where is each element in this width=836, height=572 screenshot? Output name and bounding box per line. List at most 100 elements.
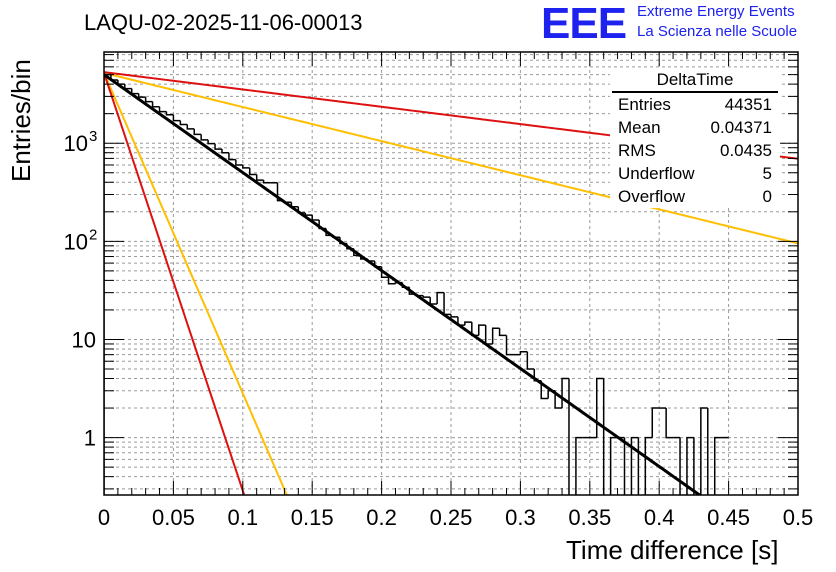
histogram-bin bbox=[429, 297, 438, 305]
histogram-bin bbox=[214, 143, 222, 150]
stats-label: Entries bbox=[618, 95, 671, 114]
x-tick-label: 0.05 bbox=[152, 505, 195, 530]
histogram-bin bbox=[575, 436, 583, 495]
histogram-bin bbox=[637, 437, 640, 495]
histogram-bin bbox=[693, 437, 695, 495]
histogram-bin bbox=[623, 437, 626, 495]
histogram-bin bbox=[595, 377, 604, 438]
histogram-bin bbox=[151, 101, 160, 108]
stats-value: 5 bbox=[762, 164, 772, 183]
histogram-bin bbox=[443, 292, 451, 316]
band-line bbox=[104, 71, 798, 245]
x-tick-label: 0.2 bbox=[366, 505, 397, 530]
plot-title: LAQU-02-2025-11-06-00013 bbox=[84, 10, 363, 35]
histogram-bin bbox=[491, 327, 500, 344]
histogram-bin bbox=[665, 408, 674, 439]
histogram-bin bbox=[644, 436, 653, 495]
x-tick-label: 0.35 bbox=[568, 505, 611, 530]
stats-box: DeltaTime Entries 44351 Mean 0.04371 RMS 0.… bbox=[610, 70, 780, 208]
histogram-bin bbox=[505, 335, 514, 356]
histogram-bin bbox=[104, 73, 111, 495]
stats-value: 0 bbox=[762, 187, 772, 206]
y-tick-label: 10 bbox=[72, 327, 96, 352]
x-tick-label: 0.1 bbox=[228, 505, 259, 530]
histogram-bin bbox=[262, 180, 271, 184]
y-axis-label: Entries/bin bbox=[6, 59, 36, 182]
histogram-bin bbox=[484, 325, 493, 345]
x-tick-label: 0.45 bbox=[707, 505, 750, 530]
histogram-bin bbox=[651, 407, 660, 438]
histogram-bin bbox=[242, 164, 250, 169]
tick-marks bbox=[103, 52, 799, 495]
histogram-bin bbox=[609, 436, 618, 495]
histogram-bin bbox=[519, 350, 528, 355]
histogram-bin bbox=[186, 124, 195, 130]
histogram-bin bbox=[568, 378, 570, 495]
stats-row-underflow: Underflow 5 bbox=[610, 162, 780, 185]
histogram-bin bbox=[193, 128, 202, 136]
fit-line bbox=[104, 73, 703, 495]
org-name: Extreme Energy Events bbox=[637, 3, 795, 20]
stats-row-entries: Entries 44351 bbox=[610, 93, 780, 116]
stats-label: Mean bbox=[618, 118, 661, 137]
stats-row-mean: Mean 0.04371 bbox=[610, 116, 780, 139]
x-axis-label: Time difference [s] bbox=[566, 535, 779, 565]
stats-title: DeltaTime bbox=[612, 70, 778, 93]
histogram-bin bbox=[248, 167, 257, 176]
histogram-bin bbox=[464, 321, 472, 326]
histogram-bin bbox=[311, 215, 320, 221]
histogram-bin bbox=[630, 436, 639, 495]
histogram-bin bbox=[144, 97, 153, 103]
stats-label: RMS bbox=[618, 141, 656, 160]
histogram-bin bbox=[686, 436, 694, 495]
histogram-bin bbox=[158, 106, 167, 113]
histogram-bin bbox=[207, 139, 216, 145]
x-tick-label: 0.4 bbox=[644, 505, 675, 530]
stats-label: Underflow bbox=[618, 164, 695, 183]
histogram-bin bbox=[707, 408, 709, 495]
stats-row-overflow: Overflow 0 bbox=[610, 185, 780, 208]
histogram-bin bbox=[526, 351, 535, 370]
histogram-bin bbox=[200, 134, 209, 141]
histogram-bin bbox=[540, 380, 549, 400]
histogram-bin bbox=[602, 378, 605, 495]
histogram-bin bbox=[172, 114, 181, 122]
histogram-bin bbox=[554, 390, 563, 409]
stats-label: Overflow bbox=[618, 187, 686, 206]
y-tick-exponent: 3 bbox=[89, 128, 97, 145]
histogram-bin bbox=[713, 436, 722, 495]
histogram-bin bbox=[679, 437, 681, 495]
histogram-bin bbox=[221, 149, 229, 154]
y-tick-label: 1 bbox=[84, 426, 96, 451]
x-tick-label: 0.5 bbox=[783, 505, 814, 530]
histogram-bin bbox=[235, 159, 243, 166]
histogram-bin bbox=[124, 84, 132, 90]
x-tick-label: 0.3 bbox=[505, 505, 536, 530]
band-line bbox=[104, 72, 246, 495]
histogram-bin bbox=[179, 120, 188, 126]
histogram-bin bbox=[387, 277, 396, 285]
stats-value: 0.0435 bbox=[720, 141, 772, 160]
histogram-bin bbox=[131, 88, 139, 95]
y-tick-exponent: 2 bbox=[89, 226, 97, 243]
x-tick-label: 0.25 bbox=[430, 505, 473, 530]
histogram-bin bbox=[498, 328, 507, 337]
stats-value: 44351 bbox=[724, 95, 772, 114]
histogram-bin bbox=[700, 407, 708, 495]
stats-value: 0.04371 bbox=[710, 118, 772, 137]
tick-labels: 0 0.05 0.1 0.15 0.2 0.25 0.3 0.35 0.4 0.45 0.5 1 10 1… bbox=[64, 128, 814, 530]
y-tick-label: 10 bbox=[64, 131, 88, 156]
org-subtitle: La Scienza nelle Scuole bbox=[637, 23, 798, 40]
x-tick-label: 0 bbox=[98, 505, 110, 530]
fit-curve bbox=[104, 73, 703, 495]
histogram-bin bbox=[304, 212, 313, 216]
histogram-bin bbox=[422, 295, 431, 298]
y-tick-label: 10 bbox=[64, 229, 88, 254]
histogram-bin bbox=[450, 314, 458, 318]
eee-logo: EEE bbox=[541, 0, 627, 48]
histogram-bin bbox=[436, 291, 445, 304]
histogram-bin bbox=[165, 111, 174, 116]
x-tick-label: 0.15 bbox=[291, 505, 334, 530]
stats-row-rms: RMS 0.0435 bbox=[610, 139, 780, 162]
histogram-bin bbox=[228, 152, 236, 161]
